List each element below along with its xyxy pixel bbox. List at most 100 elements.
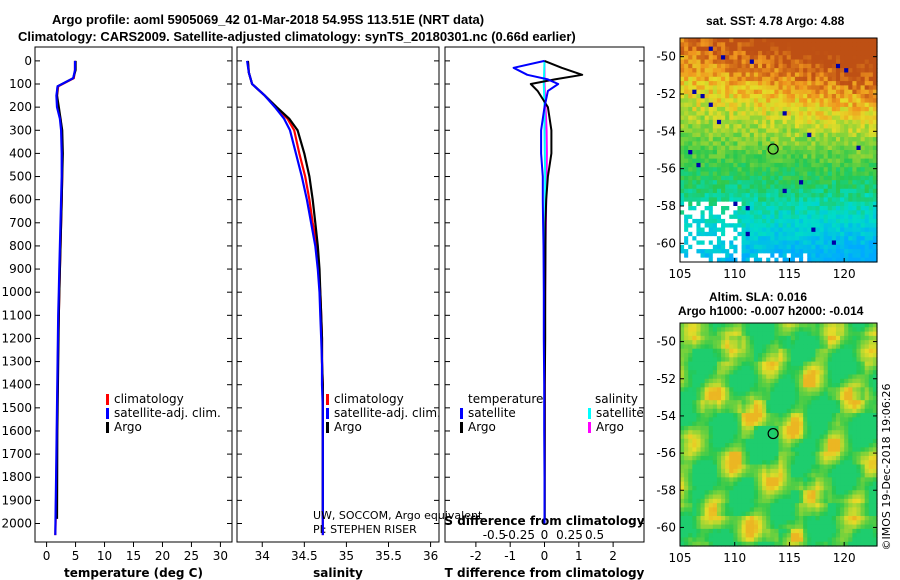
map-cell [868, 81, 874, 86]
map-cell [811, 383, 817, 388]
map-cell [716, 331, 722, 337]
map-cell [729, 231, 734, 237]
map-cell [770, 455, 775, 461]
y-tick-label: 1600 [1, 424, 32, 438]
map-cell [790, 175, 796, 181]
map-cell [688, 503, 693, 509]
map-cell [721, 89, 726, 95]
map-cell [807, 477, 812, 483]
map-cell [770, 417, 775, 423]
map-cell [721, 481, 726, 487]
map-cell [684, 391, 689, 397]
map-cell [799, 102, 804, 108]
map-cell [864, 158, 870, 164]
map-cell [745, 154, 751, 160]
map-cell [692, 353, 698, 358]
map-cell [733, 404, 739, 410]
map-cell [716, 374, 722, 380]
map-cell [807, 128, 812, 134]
map-cell [741, 171, 747, 177]
map-cell [790, 240, 796, 246]
map-cell [827, 348, 833, 354]
map-cell [835, 85, 841, 91]
map-cell [774, 391, 780, 397]
map-cell [745, 473, 751, 478]
map-cell [799, 490, 804, 496]
map-cell [762, 430, 767, 436]
map-cell [864, 417, 870, 423]
map-cell [819, 210, 825, 216]
map-cell [790, 89, 796, 95]
map-cell [729, 72, 734, 78]
map-cell [770, 511, 775, 517]
map-cell [815, 98, 821, 104]
map-cell [741, 335, 747, 341]
map-cell [680, 408, 685, 414]
map-cell [688, 85, 693, 91]
map-cell [811, 378, 817, 384]
map-cell [741, 331, 747, 337]
map-cell [692, 425, 698, 431]
map-cell [790, 50, 796, 56]
map-cell [737, 210, 743, 216]
map-cell [700, 115, 706, 121]
map-cell [815, 425, 821, 431]
top-tick-label: -0.5 [483, 528, 506, 542]
map-cell [700, 214, 706, 220]
map-cell [753, 434, 759, 440]
map-cell [827, 468, 833, 474]
map-cell [803, 132, 808, 138]
map-cell [860, 370, 866, 376]
map-cell [712, 111, 718, 117]
map-cell [794, 503, 800, 509]
map-cell [827, 383, 833, 388]
map-cell [766, 331, 771, 337]
map-cell [848, 331, 853, 337]
map-cell [696, 249, 702, 254]
map-cell [790, 348, 796, 354]
map-cell [815, 102, 821, 108]
map-cell [757, 42, 763, 48]
legend-swatch [326, 394, 329, 405]
map-cell [852, 59, 858, 65]
map-cell [716, 327, 722, 333]
map-cell [807, 63, 812, 69]
map-cell [864, 451, 870, 457]
map-cell [831, 498, 837, 504]
map-cell [844, 201, 849, 207]
map-cell [700, 50, 706, 56]
map-cell [778, 464, 784, 470]
map-cell [680, 253, 685, 259]
map-cell [716, 124, 722, 130]
map-cell [704, 171, 710, 177]
map-cell [827, 511, 833, 517]
map-cell [749, 391, 755, 397]
map-cell [721, 68, 726, 74]
map-cell [704, 214, 710, 220]
map-cell [684, 340, 689, 346]
map-cell [844, 370, 849, 376]
map-cell [688, 236, 693, 242]
map-cell [753, 447, 759, 453]
map-cell [729, 76, 734, 82]
map-cell [799, 188, 804, 194]
map-cell [741, 353, 747, 358]
map-cell [757, 68, 763, 74]
map-cell [807, 214, 812, 220]
map-cell [864, 98, 870, 104]
map-cell [762, 128, 767, 134]
map-cell [696, 438, 702, 444]
map-cell [848, 507, 853, 513]
map-cell [700, 425, 706, 431]
map-cell [770, 490, 775, 496]
map-cell [749, 94, 755, 99]
map-cell [729, 413, 734, 418]
map-cell [688, 231, 693, 237]
map-cell [733, 68, 739, 74]
map-cell [840, 59, 845, 65]
map-cell [860, 455, 866, 461]
map-cell [721, 72, 726, 78]
map-cell [790, 515, 796, 521]
map-cell [692, 167, 698, 173]
map-cell [799, 98, 804, 104]
